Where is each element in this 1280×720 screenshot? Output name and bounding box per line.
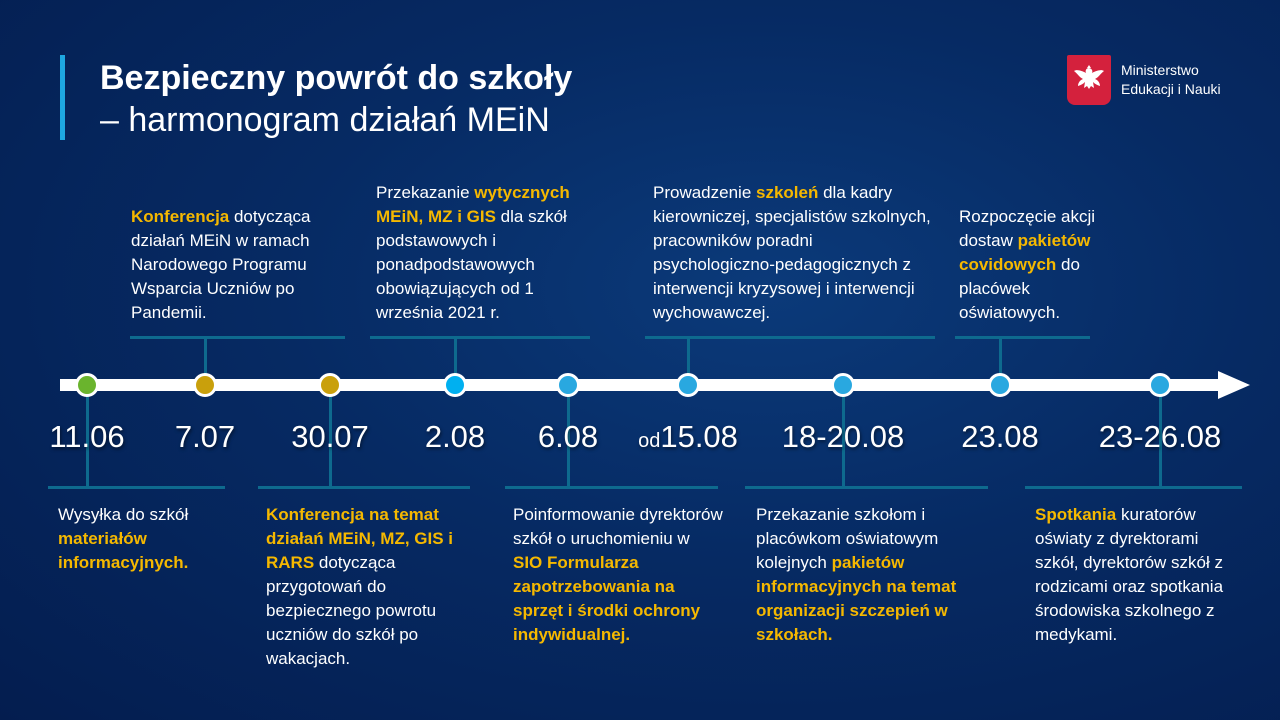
date-value: 7.07 — [174, 419, 236, 454]
event-description: Wysyłka do szkół materiałów informacyjny… — [58, 503, 228, 575]
highlighted-text: pakietów informacyjnych na temat organiz… — [756, 553, 957, 644]
timeline-axis — [60, 379, 1225, 391]
event-date: 30.07 — [291, 418, 369, 456]
event-date: 18-20.08 — [782, 418, 904, 456]
event-description: Przekazanie szkołom i placówkom oświatow… — [756, 503, 991, 647]
connector-stem — [204, 336, 207, 380]
date-prefix: od — [638, 430, 661, 452]
connector-bracket — [130, 336, 345, 339]
logo-line-1: Ministerstwo — [1121, 62, 1199, 78]
event-description: Prowadzenie szkoleń dla kadry kierownicz… — [653, 181, 933, 325]
event-description: Spotkania kuratorów oświaty z dyrektoram… — [1035, 503, 1245, 647]
description-text: Przekazanie — [376, 183, 475, 202]
highlighted-text: pakietów covidowych — [959, 231, 1091, 274]
description-text: Poinformowanie dyrektorów szkół o urucho… — [513, 505, 723, 548]
event-description: Konferencja dotycząca działań MEiN w ram… — [131, 205, 346, 325]
timeline-dot — [443, 373, 467, 397]
timeline-arrow-icon — [1218, 371, 1250, 399]
connector-bracket — [48, 486, 225, 489]
highlighted-text: materiałów informacyjnych. — [58, 529, 189, 572]
eagle-emblem-icon — [1067, 55, 1111, 105]
event-date: 23-26.08 — [1099, 418, 1221, 456]
connector-stem — [1159, 390, 1162, 488]
page-subtitle: – harmonogram działań MEiN — [100, 101, 550, 139]
connector-bracket — [258, 486, 470, 489]
description-text: Rozpoczęcie akcji dostaw — [959, 207, 1096, 250]
description-text: dla szkół podstawowych i ponadpodstawowy… — [376, 207, 567, 322]
event-date: od15.08 — [638, 418, 738, 460]
description-text: dotycząca przygotowań do bezpiecznego po… — [266, 553, 437, 668]
description-text: dla kadry kierowniczej, specjalistów szk… — [653, 183, 931, 322]
highlighted-text: Spotkania — [1035, 505, 1117, 524]
highlighted-text: wytycznych MEiN, MZ i GIS — [376, 183, 570, 226]
connector-bracket — [645, 336, 935, 339]
connector-stem — [86, 390, 89, 488]
timeline-dot — [193, 373, 217, 397]
event-description: Poinformowanie dyrektorów szkół o urucho… — [513, 503, 723, 647]
description-text: kuratorów oświaty z dyrektorami szkół, d… — [1035, 505, 1224, 644]
date-value: 2.08 — [424, 419, 486, 454]
page-title: Bezpieczny powrót do szkoły — [100, 59, 573, 97]
date-value: 30.07 — [291, 419, 369, 454]
event-description: Przekazanie wytycznych MEiN, MZ i GIS dl… — [376, 181, 596, 325]
event-date: 23.08 — [961, 418, 1039, 456]
ministry-logo: Ministerstwo Edukacji i Nauki — [1067, 55, 1221, 105]
date-value: 23-26.08 — [1098, 419, 1222, 454]
connector-bracket — [1025, 486, 1242, 489]
description-text: do placówek oświatowych. — [959, 255, 1080, 322]
date-value: 11.06 — [49, 419, 125, 454]
timeline-dot — [988, 373, 1012, 397]
description-text: Przekazanie szkołom i placówkom oświatow… — [756, 505, 939, 572]
connector-stem — [454, 336, 457, 380]
event-description: Konferencja na temat działań MEiN, MZ, G… — [266, 503, 476, 671]
connector-bracket — [745, 486, 988, 489]
event-date: 7.07 — [175, 418, 235, 456]
highlighted-text: Konferencja na temat działań MEiN, MZ, G… — [266, 505, 454, 572]
connector-stem — [687, 336, 690, 380]
connector-stem — [567, 390, 570, 488]
event-date: 6.08 — [538, 418, 598, 456]
date-value: 18-20.08 — [781, 419, 905, 454]
highlighted-text: szkoleń — [756, 183, 819, 202]
highlighted-text: Konferencja — [131, 207, 230, 226]
connector-stem — [999, 336, 1002, 380]
connector-stem — [842, 390, 845, 488]
connector-bracket — [955, 336, 1090, 339]
timeline-dot — [318, 373, 342, 397]
connector-bracket — [370, 336, 590, 339]
date-value: 15.08 — [660, 419, 738, 454]
logo-line-2: Edukacji i Nauki — [1121, 81, 1221, 97]
timeline-dot — [556, 373, 580, 397]
description-text: Wysyłka do szkół — [58, 505, 189, 524]
connector-stem — [329, 390, 332, 488]
event-date: 11.06 — [49, 418, 124, 456]
timeline-dot — [676, 373, 700, 397]
timeline-dot — [75, 373, 99, 397]
title-accent-bar — [60, 55, 65, 140]
date-value: 23.08 — [961, 419, 1039, 454]
timeline-dot — [1148, 373, 1172, 397]
timeline-dot — [831, 373, 855, 397]
highlighted-text: SIO Formularza zapotrzebowania na sprzęt… — [513, 553, 701, 644]
description-text: dotycząca działań MEiN w ramach Narodowe… — [131, 207, 311, 322]
connector-bracket — [505, 486, 718, 489]
date-value: 6.08 — [537, 419, 599, 454]
event-date: 2.08 — [425, 418, 485, 456]
event-description: Rozpoczęcie akcji dostaw pakietów covido… — [959, 205, 1119, 325]
description-text: Prowadzenie — [653, 183, 757, 202]
